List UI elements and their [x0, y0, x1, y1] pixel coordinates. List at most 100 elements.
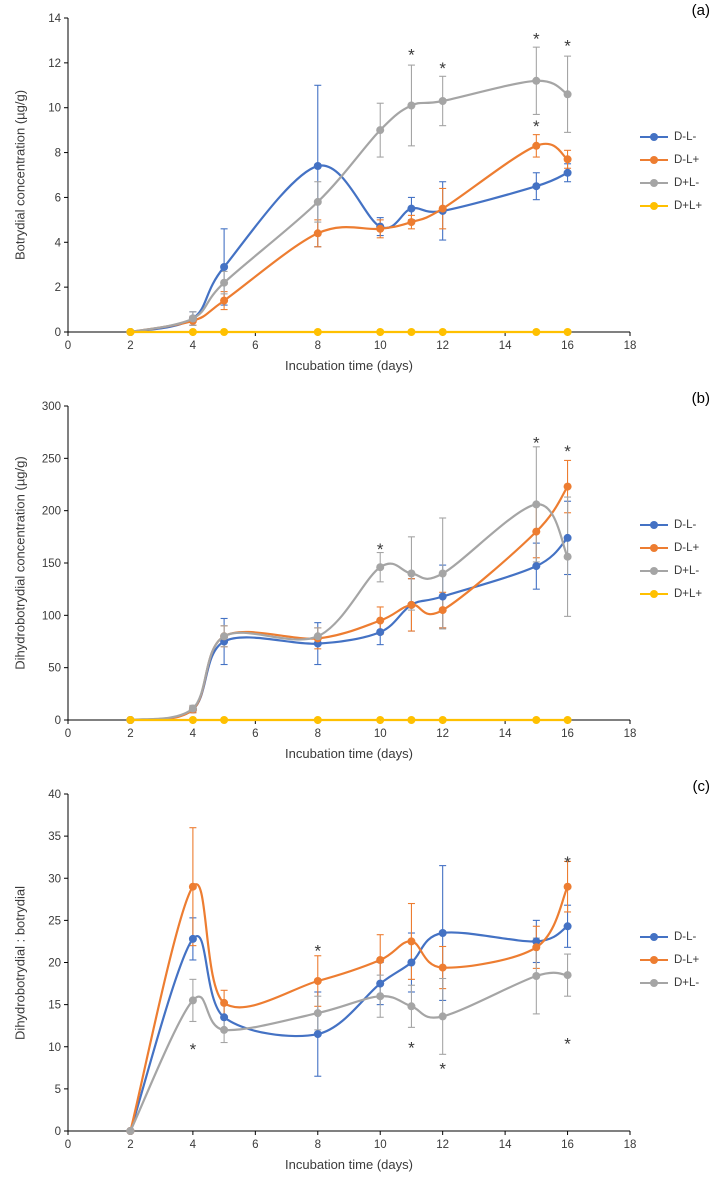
asterisk: *: [564, 853, 571, 872]
legend-marker-icon: [640, 543, 668, 552]
legend-item-D-L-: D-L-: [640, 931, 699, 943]
y-axis-title-b: Dihydrobotrydial concentration (µg/g): [12, 456, 28, 670]
y-tick-label: 30: [48, 873, 61, 885]
legend-item-D-L-: D-L-: [640, 519, 702, 531]
data-point-D+L-: [376, 992, 385, 1001]
legend-marker-icon: [640, 155, 668, 164]
data-point-D+L-: [220, 1025, 229, 1034]
x-tick-label: 4: [190, 340, 197, 352]
x-tick-label: 14: [499, 728, 512, 740]
data-point-D+L-: [313, 1009, 322, 1018]
series-D-L-: [126, 533, 572, 724]
x-tick-label: 6: [252, 340, 258, 352]
data-point-D+L-: [220, 632, 229, 641]
series-D+L-: [126, 500, 572, 724]
data-point-D-L-: [532, 562, 541, 571]
plot-svg-a: 0 2 4 6 8 10 12 14 16 18 0 2 4 6 8 10 12 14 * * * * *: [48, 13, 636, 352]
legend-item-D-L+: D-L+: [640, 542, 702, 554]
data-point-D-L+: [220, 296, 229, 305]
series-D+L+: [126, 716, 572, 724]
data-point-D+L+: [407, 716, 416, 724]
legend-label: D+L-: [674, 564, 700, 577]
data-point-D+L-: [438, 1012, 447, 1021]
x-tick-label: 4: [190, 1139, 197, 1151]
data-point-D-L+: [376, 616, 385, 625]
data-point-D+L-: [188, 314, 197, 323]
x-tick-label: 12: [436, 1139, 449, 1151]
x-tick-label: 8: [315, 340, 321, 352]
legend-c: D-L- D-L+ D+L-: [640, 931, 699, 989]
data-point-D-L-: [563, 168, 572, 177]
data-point-D-L-: [438, 592, 447, 601]
data-point-D-L-: [407, 958, 416, 967]
series-D-L-: [126, 162, 572, 336]
legend-label: D-L+: [674, 953, 700, 966]
asterisk: *: [564, 442, 571, 461]
data-point-D-L+: [532, 141, 541, 150]
legend-item-D+L+: D+L+: [640, 588, 702, 600]
series-line-D+L-: [129, 503, 569, 722]
data-point-D+L-: [407, 569, 416, 578]
legend-item-D-L-: D-L-: [640, 131, 702, 143]
chart-panel-c: (c) Dihydrobotrydial : botrydial 0 2 4 6 8 10…: [0, 776, 720, 1187]
y-tick-label: 15: [48, 1000, 61, 1012]
data-point-D-L+: [220, 998, 229, 1007]
x-tick-label: 2: [127, 340, 133, 352]
asterisk: *: [377, 540, 384, 559]
data-point-D-L-: [376, 628, 385, 637]
error-bars-D-L+: [189, 459, 572, 714]
series-line-D-L+: [129, 142, 569, 334]
x-tick-label: 2: [127, 728, 133, 740]
data-point-D-L+: [376, 956, 385, 964]
data-point-D-L-: [407, 204, 416, 213]
series-D-L+: [126, 482, 572, 724]
asterisk: *: [408, 1039, 415, 1058]
panel-label-b: (b): [691, 390, 710, 407]
data-point-D-L-: [532, 182, 541, 191]
data-point-D+L-: [407, 101, 416, 110]
error-bars-D+L-: [189, 446, 572, 713]
series-line-D-L-: [129, 536, 569, 722]
asterisk: *: [439, 59, 446, 78]
x-tick-label: 8: [315, 728, 321, 740]
legend-item-D-L+: D-L+: [640, 154, 702, 166]
legend-label: D-L-: [674, 930, 697, 943]
series-line-D+L-: [129, 79, 569, 334]
legend-a: D-L- D-L+ D+L- D+L+: [640, 131, 702, 212]
asterisk: *: [439, 1060, 446, 1079]
y-tick-label: 0: [55, 1126, 61, 1138]
data-point-D+L-: [563, 90, 572, 99]
tick-labels: 0 2 4 6 8 10 12 14 16 18 0 5 10 15 20 25 30 35 40: [48, 789, 636, 1151]
x-tick-label: 10: [374, 340, 387, 352]
y-tick-label: 50: [48, 663, 61, 675]
data-point-D-L+: [438, 606, 447, 615]
asterisk: *: [564, 36, 571, 55]
plot-svg-b: 0 2 4 6 8 10 12 14 16 18 0 50 100 150 200 250 300 * * *: [42, 401, 637, 740]
data-point-D+L+: [126, 328, 135, 336]
y-tick-label: 14: [48, 13, 61, 25]
series-line-D-L+: [129, 485, 569, 722]
data-point-D+L+: [220, 716, 229, 724]
series-D-L+: [126, 141, 572, 336]
x-tick-label: 16: [561, 1139, 574, 1151]
x-tick-label: 10: [374, 728, 387, 740]
legend-b: D-L- D-L+ D+L- D+L+: [640, 519, 702, 600]
legend-marker-icon: [640, 955, 668, 964]
x-tick-label: 6: [252, 1139, 258, 1151]
x-tick-label: 8: [315, 1139, 321, 1151]
x-axis-title-a: Incubation time (days): [285, 358, 413, 373]
axes: [67, 406, 630, 721]
data-point-D+L-: [438, 97, 447, 105]
data-point-D+L-: [563, 971, 572, 980]
legend-marker-icon: [640, 978, 668, 987]
axes: [67, 18, 630, 333]
y-tick-label: 8: [55, 148, 61, 160]
significance-asterisks: * * *: [377, 433, 571, 559]
series-line-D-L+: [129, 883, 569, 1133]
data-point-D-L-: [563, 922, 572, 931]
x-tick-label: 10: [374, 1139, 387, 1151]
data-point-D+L+: [438, 716, 447, 724]
tick-labels: 0 2 4 6 8 10 12 14 16 18 0 50 100 150 200 250 300: [42, 401, 637, 740]
legend-marker-icon: [640, 178, 668, 187]
y-tick-label: 2: [55, 282, 61, 294]
